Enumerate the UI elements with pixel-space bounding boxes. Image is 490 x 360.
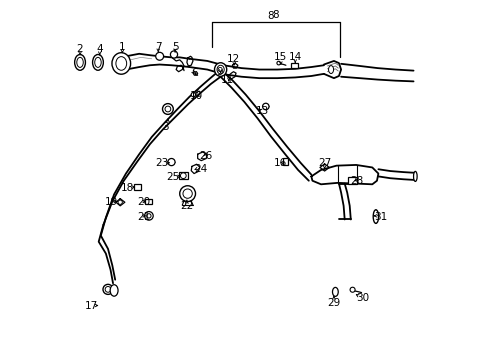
Ellipse shape <box>95 57 101 67</box>
Ellipse shape <box>77 57 83 67</box>
Ellipse shape <box>105 287 111 292</box>
Text: 24: 24 <box>195 164 208 174</box>
Text: 27: 27 <box>318 158 331 168</box>
Text: 30: 30 <box>356 293 369 303</box>
FancyBboxPatch shape <box>134 184 141 190</box>
Circle shape <box>180 186 196 202</box>
Text: 6: 6 <box>191 68 197 78</box>
Ellipse shape <box>110 285 118 296</box>
Text: 29: 29 <box>327 298 341 308</box>
Text: 20: 20 <box>137 197 150 207</box>
Ellipse shape <box>74 54 85 70</box>
Ellipse shape <box>112 53 131 74</box>
Circle shape <box>171 51 177 58</box>
Circle shape <box>263 103 269 110</box>
FancyBboxPatch shape <box>348 177 357 184</box>
Circle shape <box>277 61 280 65</box>
Ellipse shape <box>217 65 224 74</box>
Ellipse shape <box>116 57 126 70</box>
Circle shape <box>180 173 186 179</box>
Circle shape <box>168 158 175 166</box>
Text: 8: 8 <box>267 11 273 21</box>
Text: 22: 22 <box>180 201 194 211</box>
Text: 8: 8 <box>273 10 279 20</box>
Text: 12: 12 <box>227 54 240 64</box>
Text: 14: 14 <box>289 52 302 62</box>
Text: 28: 28 <box>350 176 364 186</box>
Text: 16: 16 <box>273 158 287 168</box>
FancyBboxPatch shape <box>283 158 288 165</box>
FancyBboxPatch shape <box>146 199 152 204</box>
Text: 15: 15 <box>274 52 288 62</box>
Ellipse shape <box>329 66 334 73</box>
Text: 2: 2 <box>77 44 83 54</box>
Text: 4: 4 <box>97 44 103 54</box>
Circle shape <box>147 214 151 218</box>
Text: 18: 18 <box>121 183 134 193</box>
Text: 3: 3 <box>162 122 169 132</box>
Circle shape <box>183 189 192 198</box>
Text: 11: 11 <box>221 75 234 85</box>
Ellipse shape <box>414 171 417 181</box>
Ellipse shape <box>333 287 338 296</box>
Ellipse shape <box>163 104 173 114</box>
Text: 26: 26 <box>199 150 212 161</box>
Text: 23: 23 <box>155 158 169 168</box>
Circle shape <box>118 200 122 204</box>
Text: 19: 19 <box>105 197 118 207</box>
Text: 17: 17 <box>85 301 98 311</box>
Ellipse shape <box>165 106 171 112</box>
Ellipse shape <box>93 54 103 70</box>
Ellipse shape <box>103 284 113 294</box>
Text: 25: 25 <box>166 172 179 182</box>
Circle shape <box>156 52 164 60</box>
Circle shape <box>191 93 196 97</box>
Text: 13: 13 <box>256 106 269 116</box>
Text: 1: 1 <box>119 42 125 51</box>
Text: 9: 9 <box>217 67 223 77</box>
Text: 5: 5 <box>172 42 178 51</box>
FancyBboxPatch shape <box>291 63 298 68</box>
FancyBboxPatch shape <box>179 172 188 179</box>
Ellipse shape <box>373 210 379 224</box>
Text: 10: 10 <box>190 91 203 101</box>
Text: 7: 7 <box>155 42 162 51</box>
Text: 21: 21 <box>137 212 150 221</box>
Circle shape <box>350 287 355 292</box>
Text: 31: 31 <box>374 212 387 221</box>
Circle shape <box>145 212 153 220</box>
Ellipse shape <box>215 63 227 76</box>
